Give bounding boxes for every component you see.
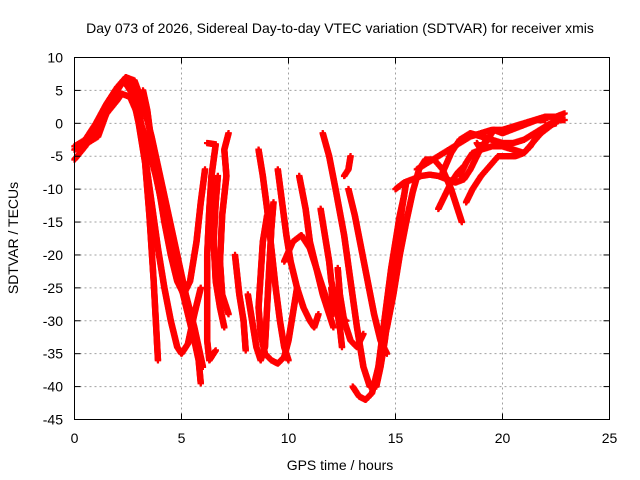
data-point <box>221 324 228 331</box>
data-point <box>154 357 162 364</box>
data-point <box>201 166 209 173</box>
data-point <box>212 347 219 354</box>
chart-title: Day 073 of 2026, Sidereal Day-to-day VTE… <box>86 20 594 36</box>
data-points <box>71 74 568 403</box>
data-point <box>197 380 204 387</box>
data-point <box>197 284 204 292</box>
data-point <box>225 310 232 318</box>
